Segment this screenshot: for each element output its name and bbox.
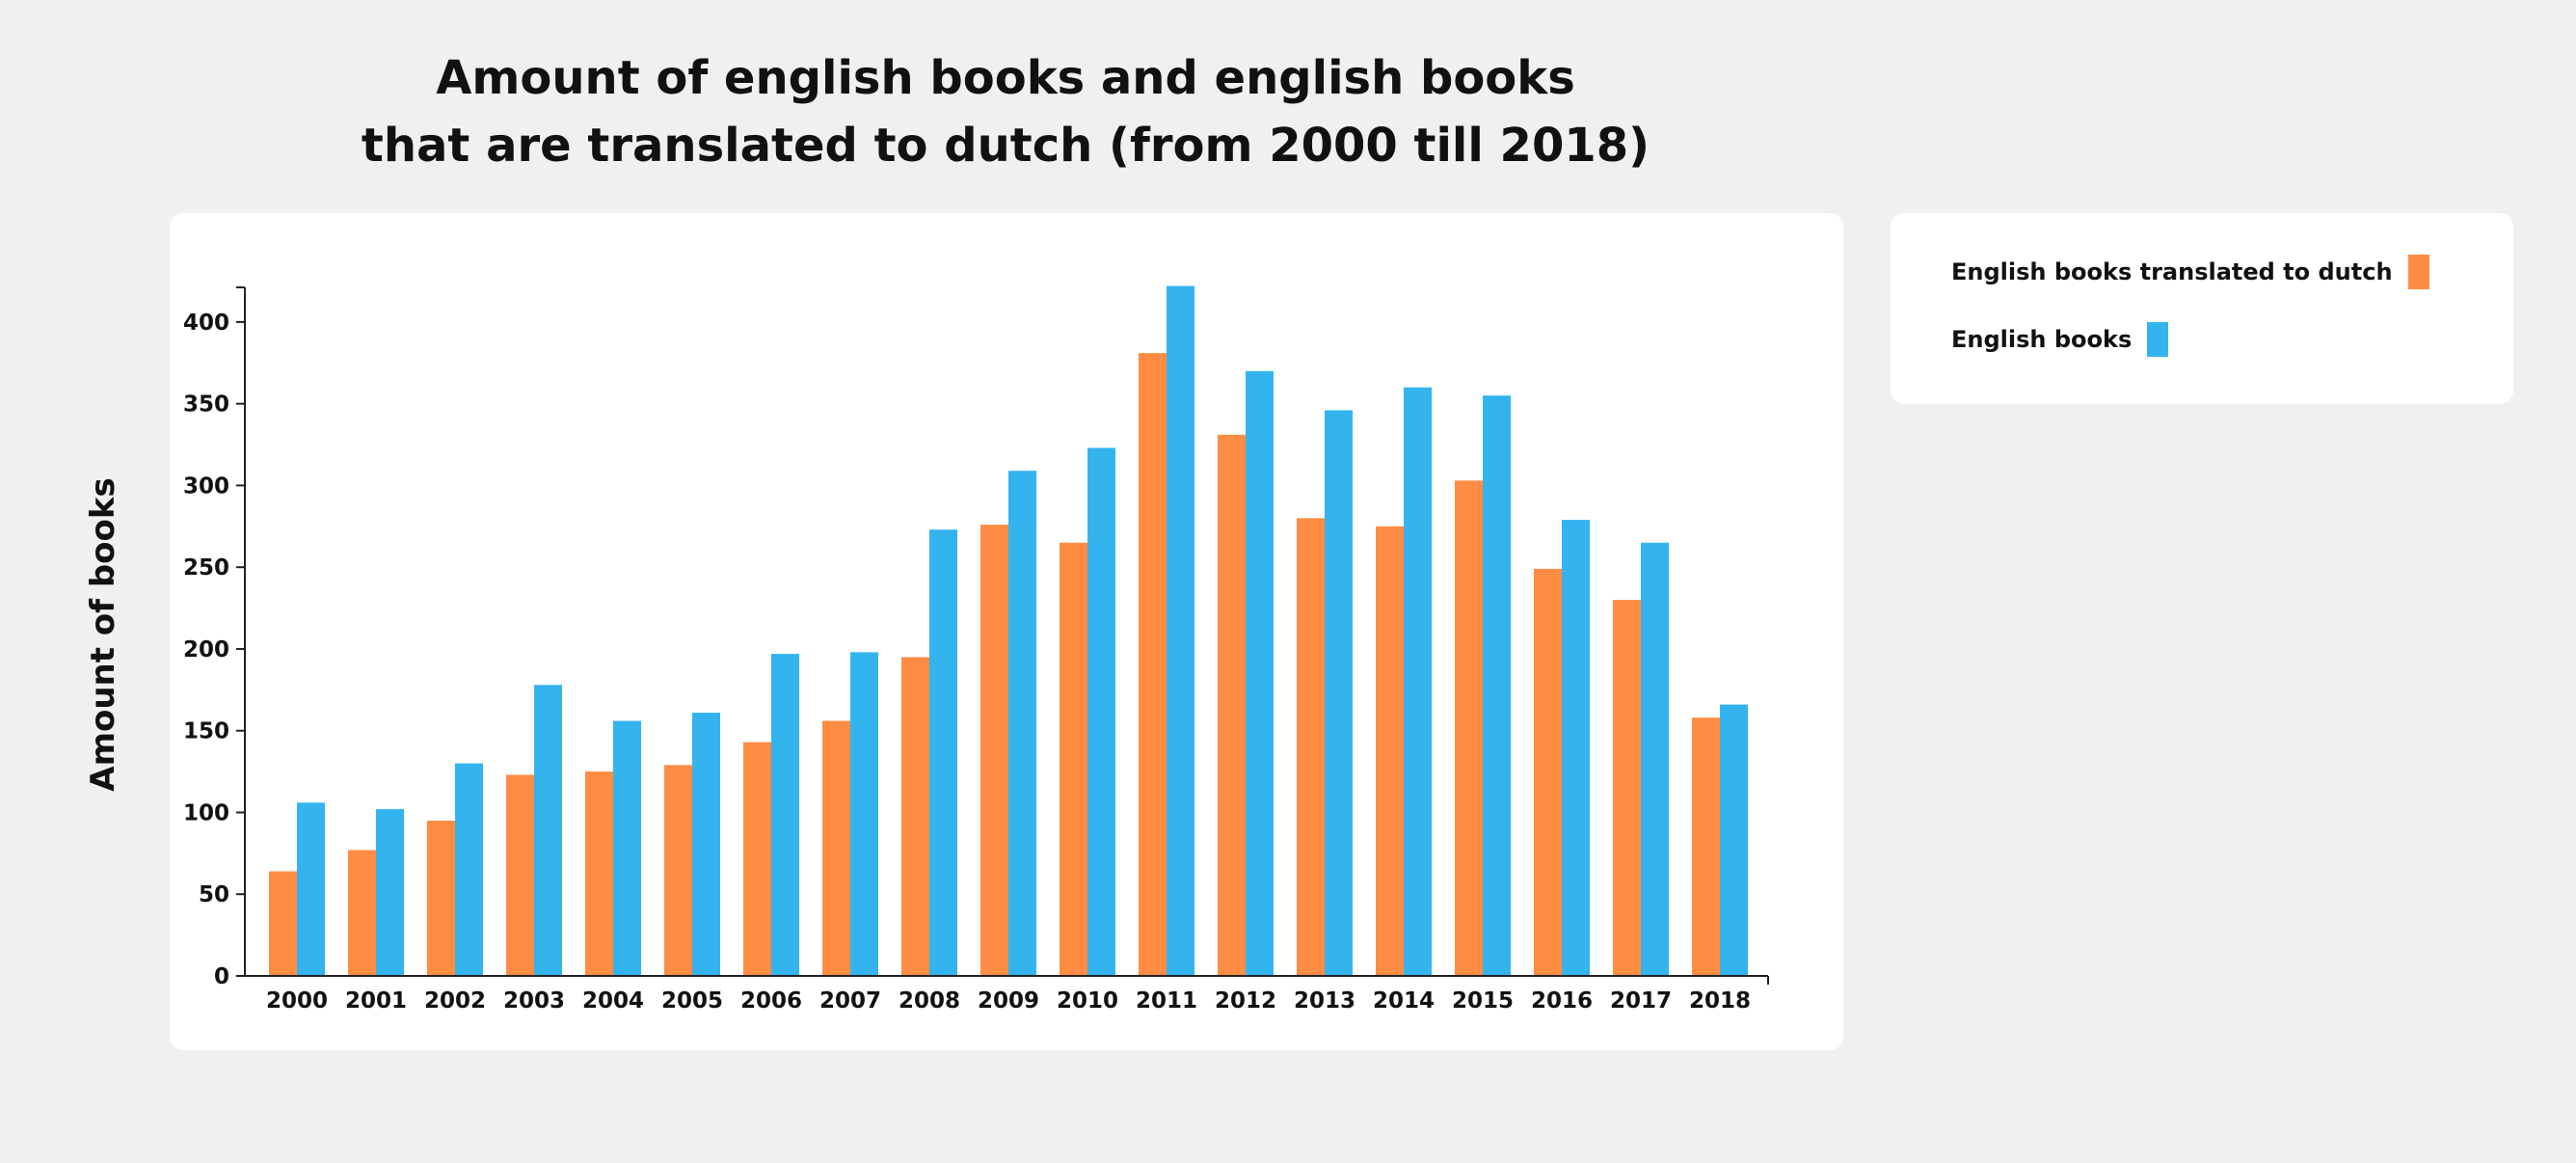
chart-panel: 2000 2001 2002 2003 2004 2005 2006 2007 2008 2009… — [170, 213, 1843, 1050]
x-tick-label-2003: 2003 — [503, 988, 565, 1014]
chart-title-line-1: Amount of english books and english book… — [436, 51, 1575, 105]
bar-translated-2007 — [822, 720, 850, 976]
y-tick-label-300: 300 — [183, 473, 229, 499]
bar-english-2006 — [771, 654, 799, 976]
bar-english-2018 — [1720, 704, 1748, 976]
x-tick-label-2004: 2004 — [582, 988, 644, 1014]
bar-chart: 2000 2001 2002 2003 2004 2005 2006 2007 2008 2009… — [183, 285, 1769, 1014]
legend: English books translated to dutch Englis… — [1891, 213, 2513, 404]
x-tick-label-2000: 2000 — [266, 988, 328, 1014]
bar-translated-2008 — [901, 657, 929, 976]
x-tick-label-2016: 2016 — [1531, 988, 1593, 1014]
bar-translated-2015 — [1455, 480, 1483, 976]
chart-title-line-2: that are translated to dutch (from 2000 … — [361, 119, 1650, 173]
x-tick-label-2002: 2002 — [424, 988, 486, 1014]
bar-english-2007 — [850, 652, 878, 976]
x-tick-label-2013: 2013 — [1294, 988, 1355, 1014]
bar-english-2001 — [376, 809, 404, 976]
bar-english-2010 — [1087, 447, 1115, 976]
bar-translated-2017 — [1613, 600, 1641, 976]
bar-translated-2001 — [348, 850, 376, 976]
bar-english-2014 — [1404, 387, 1432, 976]
bar-english-2015 — [1483, 395, 1511, 976]
bar-translated-2006 — [743, 742, 771, 976]
bar-english-2000 — [297, 802, 325, 976]
bar-english-2008 — [929, 529, 957, 976]
x-tick-label-2014: 2014 — [1373, 988, 1435, 1014]
x-tick-label-2017: 2017 — [1610, 988, 1672, 1014]
bar-translated-2010 — [1060, 542, 1087, 976]
bar-translated-2009 — [980, 525, 1008, 976]
bar-english-2016 — [1562, 520, 1590, 976]
bar-english-2013 — [1325, 410, 1353, 976]
bar-english-2004 — [613, 720, 641, 976]
x-tick-label-2011: 2011 — [1136, 988, 1197, 1014]
x-tick-label-2001: 2001 — [345, 988, 407, 1014]
bar-english-2017 — [1641, 542, 1669, 976]
bar-english-2011 — [1167, 285, 1194, 977]
y-axis-label: Amount of books — [84, 477, 122, 792]
legend-label-translated: English books translated to dutch — [1951, 258, 2393, 285]
bar-translated-2014 — [1376, 526, 1404, 976]
x-tick-label-2010: 2010 — [1057, 988, 1118, 1014]
bar-english-2002 — [455, 763, 483, 976]
bar-translated-2012 — [1218, 434, 1246, 976]
bar-translated-2005 — [664, 765, 692, 976]
bar-english-2003 — [534, 685, 562, 976]
legend-item-translated: English books translated to dutch — [1951, 255, 2429, 289]
legend-swatch-english — [2147, 322, 2169, 357]
x-tick-label-2009: 2009 — [978, 988, 1039, 1014]
x-tick-label-2007: 2007 — [819, 988, 881, 1014]
y-tick-label-100: 100 — [183, 800, 229, 825]
bar-translated-2003 — [506, 774, 534, 976]
x-tick-label-2015: 2015 — [1452, 988, 1514, 1014]
bar-translated-2000 — [269, 871, 297, 976]
bar-translated-2016 — [1534, 568, 1562, 976]
x-tick-label-2005: 2005 — [661, 988, 723, 1014]
bar-english-2009 — [1008, 471, 1036, 977]
bar-translated-2013 — [1297, 518, 1325, 976]
bar-translated-2011 — [1139, 353, 1167, 977]
y-tick-label-350: 350 — [183, 392, 229, 418]
x-tick-label-2006: 2006 — [740, 988, 802, 1014]
bar-translated-2002 — [427, 820, 455, 976]
y-tick-label-0: 0 — [214, 964, 229, 989]
x-tick-label-2012: 2012 — [1215, 988, 1276, 1014]
x-tick-label-2008: 2008 — [899, 988, 960, 1014]
y-tick-label-150: 150 — [183, 719, 229, 744]
bar-english-2005 — [692, 713, 720, 976]
y-tick-label-200: 200 — [183, 637, 229, 663]
legend-item-english: English books — [1951, 322, 2169, 357]
chart-title: Amount of english books and english book… — [0, 44, 2011, 179]
legend-swatch-translated — [2407, 255, 2429, 289]
y-tick-label-50: 50 — [199, 882, 229, 907]
bar-translated-2018 — [1692, 717, 1720, 976]
legend-label-english: English books — [1951, 326, 2133, 353]
x-tick-label-2018: 2018 — [1689, 988, 1751, 1014]
y-tick-label-250: 250 — [183, 555, 229, 581]
y-tick-label-400: 400 — [183, 311, 229, 336]
bar-english-2012 — [1246, 370, 1274, 976]
bar-translated-2004 — [585, 771, 613, 976]
